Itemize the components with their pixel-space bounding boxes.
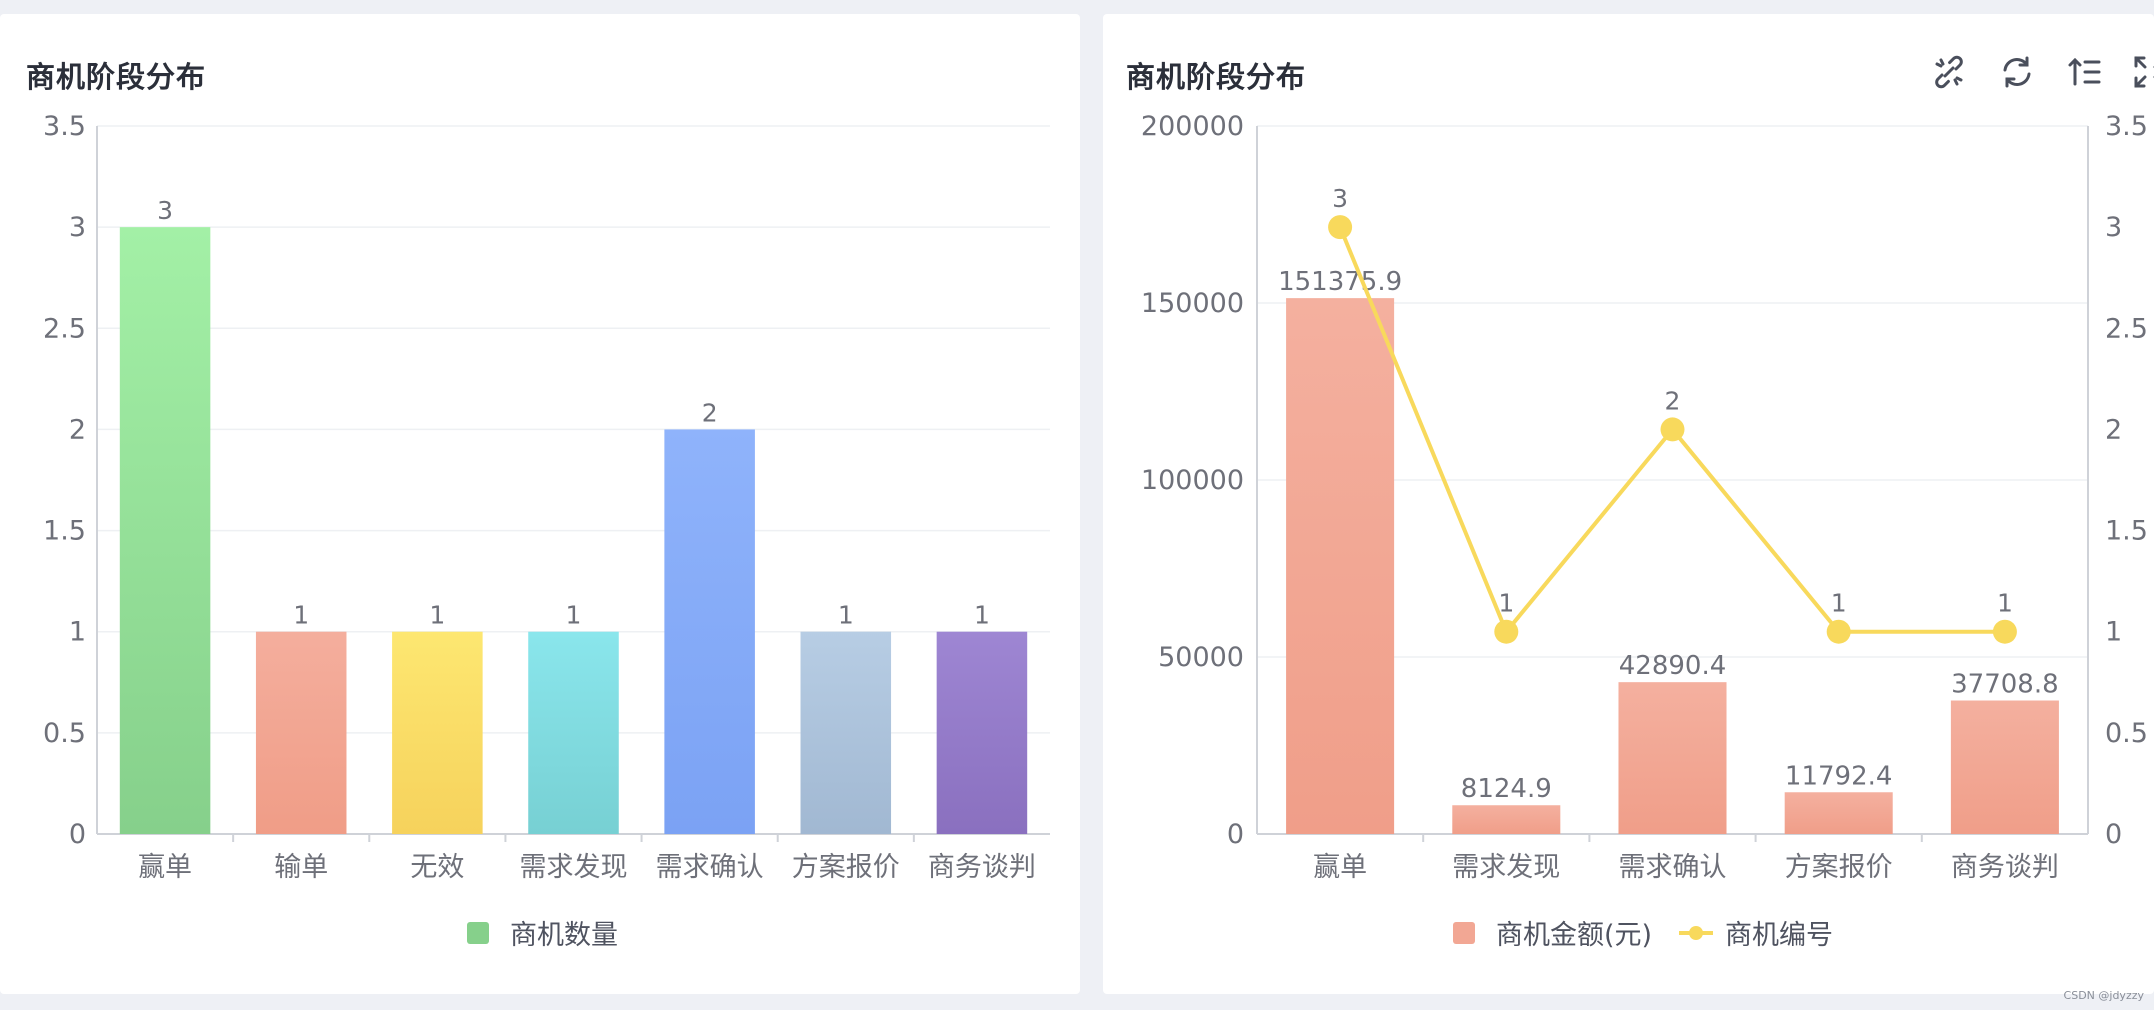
unlink-icon[interactable] (1929, 52, 1969, 92)
y-tick-label: 2 (69, 414, 86, 445)
y-left-tick-label: 50000 (1158, 642, 1244, 673)
bar (664, 429, 755, 834)
y-left-tick-label: 100000 (1141, 465, 1244, 496)
line-value-label: 1 (1831, 589, 1847, 618)
x-tick-label: 输单 (274, 852, 328, 883)
line-point (1660, 417, 1685, 442)
y-tick-label: 2.5 (43, 313, 86, 344)
bar (1784, 792, 1893, 834)
quantity-bar-chart: 0 0.5 1 1.5 2 2.5 3 3.5 3 赢单 1 输单 1 无效 1 需求发现 2 需求确认 1 方案报价… (43, 111, 1050, 951)
x-tick-label: 无效 (410, 852, 464, 883)
y-right-tick-label: 0.5 (2105, 718, 2148, 749)
line-point (1494, 619, 1519, 644)
y-right-tick-label: 0 (2105, 819, 2122, 850)
x-tick-label: 需求发现 (1452, 852, 1560, 883)
bar (1950, 700, 2059, 834)
y-tick-label: 3 (69, 212, 86, 243)
x-tick-label: 方案报价 (792, 852, 900, 883)
right-chart-panel: 商机阶段分布 (1103, 14, 2154, 994)
fullscreen-icon[interactable] (2130, 52, 2154, 92)
amount-combo-chart: 0 50000 100000 150000 200000 0 0.5 1 1.5 2 2.5 3 3.5… (1141, 111, 2148, 951)
legend-swatch (467, 922, 489, 944)
x-tick-label: 需求确认 (1619, 852, 1727, 883)
bar (936, 631, 1028, 834)
x-tick-label: 赢单 (1313, 852, 1367, 883)
bar-value-label: 1 (293, 601, 309, 630)
legend-swatch-dot (1689, 926, 1703, 940)
bar (528, 631, 619, 834)
y-left-tick-label: 150000 (1141, 288, 1244, 319)
y-right-tick-label: 1 (2105, 617, 2122, 648)
y-tick-label: 0 (69, 819, 86, 850)
x-tick-label: 方案报价 (1785, 852, 1893, 883)
watermark: CSDN @jdyzzy (2063, 989, 2144, 1002)
y-right-tick-label: 2.5 (2105, 313, 2148, 344)
refresh-icon[interactable] (1997, 52, 2037, 92)
bars (1286, 298, 2059, 835)
y-right-tick-label: 2 (2105, 414, 2122, 445)
bar-value-label: 8124.9 (1461, 774, 1552, 804)
legend-label: 商机金额(元) (1496, 920, 1652, 951)
x-tick-label: 商务谈判 (928, 852, 1036, 883)
grid-lines (1257, 125, 2088, 835)
line-value-label: 2 (1665, 386, 1681, 415)
line-point (1992, 619, 2017, 644)
bar-value-label: 151375.9 (1278, 267, 1402, 297)
y-left-tick-label: 0 (1227, 819, 1244, 850)
bar-value-label: 1 (429, 601, 445, 630)
y-tick-label: 0.5 (43, 718, 86, 749)
line-value-label: 3 (1332, 184, 1348, 213)
left-chart-panel: 商机阶段分布 0 0.5 1 1.5 2 2.5 3 3.5 3 赢单 1 输单 1 无效 1 需求发现 2 需求… (0, 14, 1080, 994)
bar (1618, 682, 1727, 834)
bar-value-label: 37708.8 (1951, 670, 2059, 700)
bar (1286, 298, 1395, 835)
y-left-tick-label: 200000 (1141, 111, 1244, 142)
legend-label: 商机编号 (1725, 920, 1833, 951)
y-right-tick-label: 3.5 (2105, 111, 2148, 142)
legend: 商机金额(元) 商机编号 (1453, 920, 1833, 951)
legend-swatch-bar (1453, 922, 1475, 944)
legend: 商机数量 (467, 920, 618, 951)
x-tick-label: 商务谈判 (1951, 852, 2059, 883)
y-tick-label: 3.5 (43, 111, 86, 142)
bar-value-label: 3 (157, 196, 173, 225)
line-point (1328, 215, 1353, 240)
legend-label: 商机数量 (510, 920, 618, 951)
bar (392, 631, 483, 834)
x-tick-label: 需求确认 (656, 852, 764, 883)
y-right-tick-label: 3 (2105, 212, 2122, 243)
bar (119, 227, 211, 835)
line-point (1826, 619, 1851, 644)
x-tick-label: 赢单 (138, 852, 192, 883)
x-tick-label: 需求发现 (520, 852, 628, 883)
bar (800, 631, 892, 834)
bar-value-label: 11792.4 (1785, 761, 1893, 791)
bar (1452, 805, 1561, 834)
bar-value-label: 1 (974, 601, 990, 630)
y-tick-label: 1.5 (43, 516, 86, 547)
panel-title: 商机阶段分布 (1126, 60, 1307, 94)
y-tick-label: 1 (69, 617, 86, 648)
bars (119, 227, 1028, 835)
bar-value-label: 1 (566, 601, 582, 630)
line-value-label: 1 (1997, 589, 2013, 618)
bar-value-label: 42890.4 (1619, 651, 1727, 681)
bar (255, 631, 347, 834)
panel-title: 商机阶段分布 (26, 60, 207, 94)
bar-value-label: 1 (838, 601, 854, 630)
y-right-tick-label: 1.5 (2105, 516, 2148, 547)
bar-value-label: 2 (702, 398, 718, 427)
line-value-label: 1 (1498, 589, 1514, 618)
sort-icon[interactable] (2065, 52, 2105, 92)
